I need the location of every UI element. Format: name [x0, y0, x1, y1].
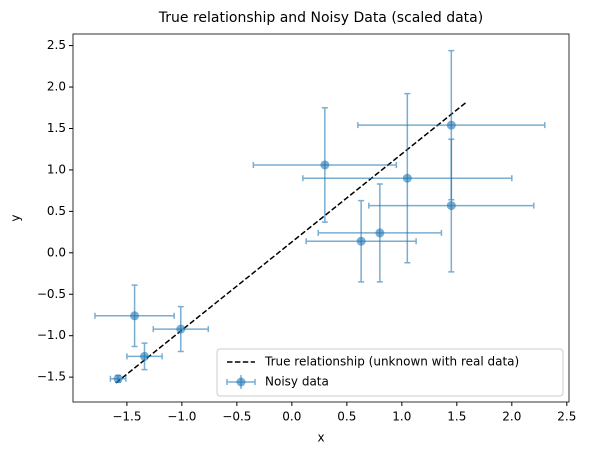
x-tick-label: −0.5 — [222, 410, 251, 424]
y-tick-label: 0.0 — [47, 245, 66, 259]
chart-title: True relationship and Noisy Data (scaled… — [158, 10, 483, 26]
y-tick-label: −0.5 — [37, 287, 66, 301]
y-tick-label: 2.5 — [47, 38, 66, 52]
y-tick-label: 2.0 — [47, 80, 66, 94]
data-point — [176, 324, 186, 334]
true-line — [115, 102, 467, 384]
legend-box — [216, 348, 564, 397]
data-point — [130, 311, 140, 321]
x-axis-label: x — [317, 431, 324, 445]
data-point — [356, 236, 366, 246]
legend-swatch — [236, 377, 246, 387]
data-point — [446, 120, 456, 130]
y-tick-label: 0.5 — [47, 204, 66, 218]
data-point — [113, 374, 123, 384]
data-point — [139, 351, 149, 361]
y-tick-label: 1.5 — [47, 121, 66, 135]
axes-frame — [72, 33, 570, 403]
x-tick-label: 0.0 — [282, 410, 301, 424]
y-tick-label: 1.0 — [47, 162, 66, 176]
data-point — [320, 160, 330, 170]
x-tick-label: 0.5 — [337, 410, 356, 424]
x-tick-label: 1.5 — [447, 410, 466, 424]
y-axis-label: y — [9, 214, 23, 221]
data-point — [446, 201, 456, 211]
y-tick-label: −1.0 — [37, 328, 66, 342]
x-tick-label: 2.0 — [502, 410, 521, 424]
x-tick-label: 2.5 — [557, 410, 576, 424]
x-tick-label: −1.5 — [112, 410, 141, 424]
y-tick-label: −1.5 — [37, 370, 66, 384]
legend-label: True relationship (unknown with real dat… — [264, 355, 519, 369]
x-tick-label: 1.0 — [392, 410, 411, 424]
data-point — [375, 228, 385, 238]
data-point — [402, 173, 412, 183]
x-tick-label: −1.0 — [167, 410, 196, 424]
legend-label: Noisy data — [265, 375, 329, 389]
